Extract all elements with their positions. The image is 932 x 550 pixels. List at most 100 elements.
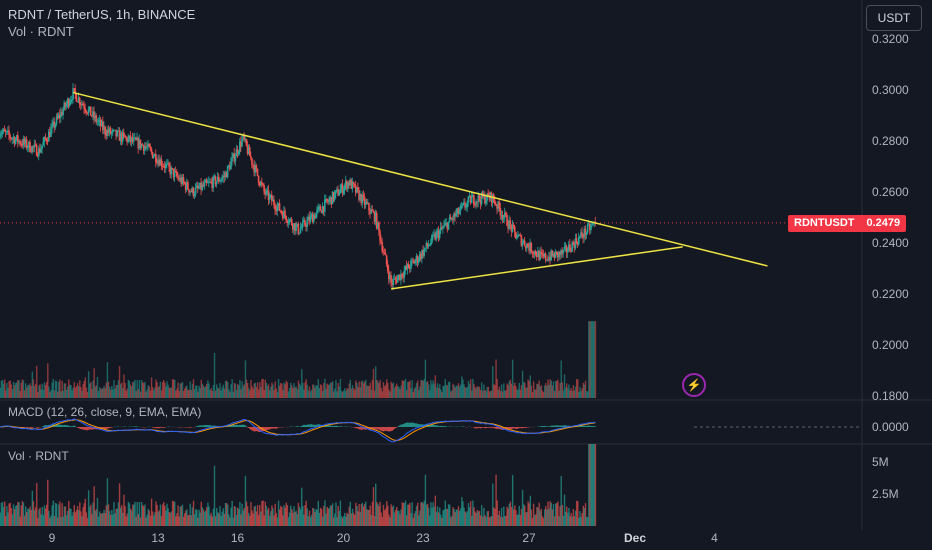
macd-histogram-bar <box>486 427 488 428</box>
candle-body <box>480 192 483 204</box>
volume-bar <box>232 517 234 526</box>
candle-body <box>36 155 39 157</box>
volume-bar <box>110 514 112 526</box>
volume-overlay-bar <box>546 385 548 398</box>
volume-overlay-bar <box>494 385 496 398</box>
volume-overlay-bar <box>391 383 393 398</box>
volume-overlay-bar <box>515 386 517 398</box>
volume-bar <box>366 509 368 526</box>
macd-histogram-bar <box>540 426 542 427</box>
lightning-icon[interactable]: ⚡ <box>682 373 706 397</box>
candle-body <box>218 176 220 182</box>
candle-body <box>436 230 439 233</box>
macd-histogram-bar <box>440 425 442 427</box>
volume-overlay-bar <box>266 385 269 398</box>
volume-bar <box>227 504 229 526</box>
volume-bar <box>371 501 374 526</box>
volume-bar <box>465 512 467 526</box>
volume-bar <box>568 507 570 526</box>
candle-body <box>177 176 179 178</box>
candle-body <box>537 251 539 257</box>
candle-body <box>395 279 398 283</box>
candle-body <box>234 156 237 162</box>
volume-overlay-bar <box>85 387 88 398</box>
candle-body <box>519 234 522 236</box>
volume-overlay-bar <box>95 385 98 398</box>
candle-body <box>557 251 559 258</box>
volume-bar <box>125 516 127 526</box>
volume-overlay-bar <box>517 389 519 398</box>
volume-bar <box>176 513 178 526</box>
volume-bar <box>41 507 43 526</box>
volume-bar <box>275 513 278 526</box>
macd-histogram-bar <box>309 424 312 427</box>
volume-pane-label[interactable]: Vol · RDNT <box>8 449 69 463</box>
volume-overlay-bar <box>582 382 585 398</box>
volume-bar <box>536 506 538 526</box>
candle-body <box>106 130 109 136</box>
volume-bar <box>320 508 323 526</box>
volume-bar <box>208 506 210 526</box>
candle-body <box>261 181 263 184</box>
candle-body <box>216 176 219 182</box>
macd-label[interactable]: MACD (12, 26, close, 9, EMA, EMA) <box>8 405 202 419</box>
volume-overlay-bar <box>302 382 304 398</box>
volume-bar <box>222 508 225 526</box>
volume-overlay-bar <box>199 388 201 398</box>
macd-histogram-bar <box>518 427 520 429</box>
candle-body <box>125 137 127 139</box>
volume-bar <box>22 502 25 526</box>
macd-histogram-bar <box>361 427 364 430</box>
currency-button[interactable]: USDT <box>866 5 922 31</box>
candle-body <box>527 243 529 247</box>
volume-bar <box>158 510 161 526</box>
candle-body <box>71 99 73 101</box>
candle-body <box>166 163 168 165</box>
volume-bar <box>271 505 273 526</box>
volume-overlay-bar <box>390 381 392 398</box>
candle-body <box>484 194 486 204</box>
candle-body <box>319 206 322 211</box>
candle-body <box>487 193 490 196</box>
candle-body <box>293 223 295 230</box>
volume-overlay-bar <box>245 379 248 398</box>
volume-bar <box>504 515 506 526</box>
volume-overlay-bar <box>528 381 530 398</box>
macd-histogram-bar <box>543 425 546 427</box>
volume-overlay-bar <box>65 389 68 398</box>
macd-histogram-bar <box>59 424 61 427</box>
candle-body <box>296 223 299 226</box>
volume-overlay-bar <box>159 381 162 398</box>
candle-body <box>264 191 267 195</box>
candle-body <box>179 177 181 181</box>
candle-body <box>418 253 421 260</box>
candle-body <box>507 225 509 229</box>
volume-bar <box>70 508 72 526</box>
volume-bar <box>319 507 322 526</box>
volume-bar <box>200 501 202 526</box>
volume-overlay-bar <box>562 390 565 398</box>
volume-bar <box>564 511 567 526</box>
volume-bar <box>0 512 2 526</box>
volume-overlay-bar <box>241 381 243 398</box>
candle-body <box>210 181 212 183</box>
macd-histogram-bar <box>550 425 552 427</box>
candle-body <box>94 115 96 119</box>
macd-histogram-bar <box>594 426 597 427</box>
macd-histogram-bar <box>473 427 475 428</box>
candle-body <box>523 240 526 246</box>
macd-histogram-bar <box>197 425 199 427</box>
volume-bar <box>346 512 348 526</box>
volume-overlay-bar <box>132 381 134 398</box>
volume-overlay-bar <box>570 388 572 398</box>
macd-histogram-bar <box>539 426 541 427</box>
volume-overlay-bar <box>436 383 439 398</box>
volume-overlay-bar <box>170 387 173 398</box>
volume-overlay-bar <box>367 385 369 398</box>
candle-body <box>386 264 389 271</box>
candle-body <box>7 130 9 132</box>
candle-body <box>121 132 124 142</box>
macd-histogram-bar <box>371 427 374 430</box>
volume-bar <box>505 515 507 526</box>
